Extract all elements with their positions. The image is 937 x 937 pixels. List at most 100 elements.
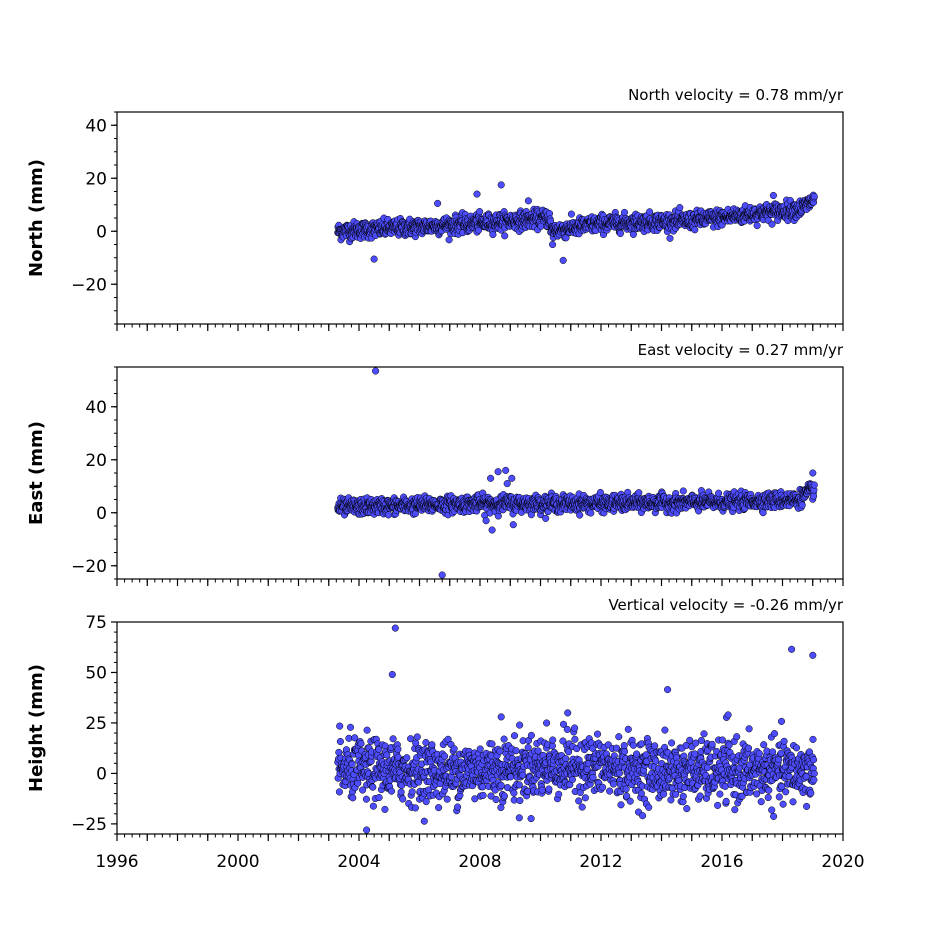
outlier-point (809, 469, 817, 477)
data-point (666, 234, 674, 242)
data-point (676, 204, 684, 212)
y-tick-label: −25 (71, 815, 107, 835)
outlier-point (494, 468, 502, 476)
data-point (387, 787, 396, 795)
data-point (562, 755, 570, 763)
data-point (420, 817, 428, 825)
data-point (798, 501, 806, 509)
outlier-point (372, 367, 380, 375)
y-tick-label: 0 (96, 764, 107, 784)
data-point (593, 730, 602, 738)
data-point (715, 489, 723, 497)
data-point (500, 792, 508, 800)
data-point (488, 740, 496, 748)
data-point (623, 792, 631, 800)
outlier-point (370, 255, 378, 263)
data-point (617, 801, 625, 809)
data-point (394, 745, 402, 753)
outlier-point (524, 197, 532, 205)
data-point (516, 721, 524, 729)
data-point (492, 795, 500, 804)
y-axis-label: East (mm) (26, 421, 47, 525)
data-point (765, 786, 773, 794)
data-point (679, 487, 687, 495)
data-point (567, 210, 575, 218)
data-point (527, 731, 535, 739)
outlier-point (509, 521, 517, 529)
y-tick-label: 25 (85, 714, 107, 734)
data-point (810, 769, 818, 778)
data-point (384, 511, 392, 519)
data-point (336, 737, 344, 746)
data-point (683, 805, 691, 813)
data-point (369, 802, 377, 810)
data-point (810, 776, 818, 784)
data-point (516, 797, 524, 805)
data-point (351, 734, 359, 742)
data-point (369, 783, 377, 791)
outlier-point (502, 466, 510, 474)
data-point (408, 788, 416, 796)
data-point (696, 792, 704, 800)
data-point (779, 800, 787, 808)
data-point (651, 742, 659, 750)
data-point (606, 787, 614, 795)
data-point (524, 744, 532, 752)
data-point (428, 741, 436, 749)
data-point (510, 732, 519, 740)
data-point (780, 737, 788, 745)
outlier-point (788, 645, 796, 653)
data-point (575, 797, 583, 805)
data-point (768, 806, 776, 814)
data-point (336, 722, 344, 730)
data-point (335, 788, 343, 796)
data-point (777, 717, 786, 725)
data-point (389, 735, 397, 743)
data-point (789, 798, 797, 806)
data-point (549, 736, 557, 744)
outlier-point (488, 526, 496, 534)
data-point (770, 730, 779, 738)
data-point (587, 509, 595, 517)
data-point (620, 748, 629, 756)
outlier-point (391, 624, 399, 632)
data-point (777, 749, 785, 757)
data-point (568, 776, 576, 784)
data-point (809, 735, 817, 743)
data-point (768, 220, 776, 228)
outlier-point (487, 474, 495, 482)
data-point (500, 735, 508, 743)
data-point (744, 744, 753, 752)
data-point (622, 785, 630, 793)
data-point (471, 795, 479, 803)
outlier-point (497, 713, 505, 721)
data-point (613, 744, 621, 752)
y-tick-label: 75 (85, 613, 107, 633)
data-point (616, 229, 624, 238)
data-point (733, 733, 741, 741)
data-point (596, 488, 604, 497)
data-point (661, 726, 669, 734)
outlier-point (497, 181, 505, 189)
y-tick-label: 20 (85, 169, 107, 189)
x-ticks (116, 324, 844, 331)
data-point (700, 730, 708, 738)
outlier-point (559, 256, 567, 264)
data-point (691, 226, 699, 234)
data-point (349, 794, 357, 802)
data-point (348, 760, 356, 768)
data-point (639, 812, 647, 820)
data-point (555, 790, 563, 798)
axes-frame (116, 366, 844, 580)
outlier-point (508, 474, 516, 482)
data-point (359, 786, 367, 794)
outlier-point (724, 711, 732, 719)
data-point (770, 812, 778, 820)
panel-title: East velocity = 0.27 mm/yr (638, 341, 844, 359)
data-point (538, 786, 546, 794)
data-point (759, 509, 767, 517)
data-point (407, 735, 415, 743)
